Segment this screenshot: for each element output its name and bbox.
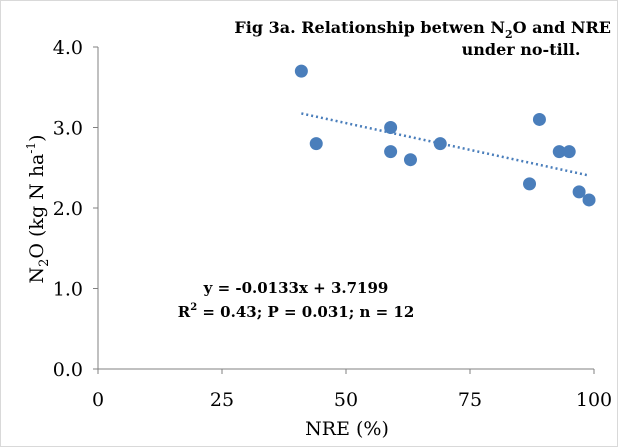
y-tick-label: 4.0 bbox=[53, 37, 83, 59]
x-tick-label: 75 bbox=[458, 389, 482, 411]
data-point bbox=[532, 112, 546, 126]
data-point bbox=[582, 193, 596, 207]
data-points bbox=[294, 64, 596, 207]
x-tick-label: 50 bbox=[334, 389, 358, 411]
data-point bbox=[294, 64, 308, 78]
data-point bbox=[433, 137, 447, 151]
data-point bbox=[384, 121, 398, 134]
data-point bbox=[403, 153, 417, 167]
x-tick-label: 25 bbox=[210, 389, 234, 411]
trendline-equation: y = -0.0133x + 3.7199 bbox=[203, 279, 389, 297]
y-axis-label: N2O (kg N ha-1) bbox=[24, 134, 52, 283]
tick-marks bbox=[93, 46, 595, 374]
data-point bbox=[562, 145, 576, 159]
trendline bbox=[301, 112, 590, 177]
x-axis-label: NRE (%) bbox=[305, 418, 389, 440]
x-tick-label: 0 bbox=[92, 389, 104, 411]
data-point bbox=[572, 185, 586, 199]
trendline-stats: R2 = 0.43; P = 0.031; n = 12 bbox=[178, 302, 415, 321]
y-tick-label: 2.0 bbox=[53, 198, 83, 220]
data-point bbox=[384, 145, 398, 159]
y-tick-label: 1.0 bbox=[53, 279, 83, 301]
tick-labels: 0.0 1.0 2.0 3.0 4.0 0 25 50 75 100 bbox=[53, 37, 612, 411]
chart-title-line1: Fig 3a. Relationship betwen N2O and NRE bbox=[234, 18, 611, 41]
data-point bbox=[523, 177, 537, 191]
chart-title-line2: under no-till. bbox=[462, 40, 581, 59]
x-tick-label: 100 bbox=[576, 389, 612, 411]
y-tick-label: 3.0 bbox=[53, 118, 83, 140]
data-point bbox=[552, 145, 566, 159]
y-tick-label: 0.0 bbox=[53, 359, 83, 381]
data-point bbox=[309, 137, 323, 151]
trendline-group bbox=[301, 112, 590, 177]
